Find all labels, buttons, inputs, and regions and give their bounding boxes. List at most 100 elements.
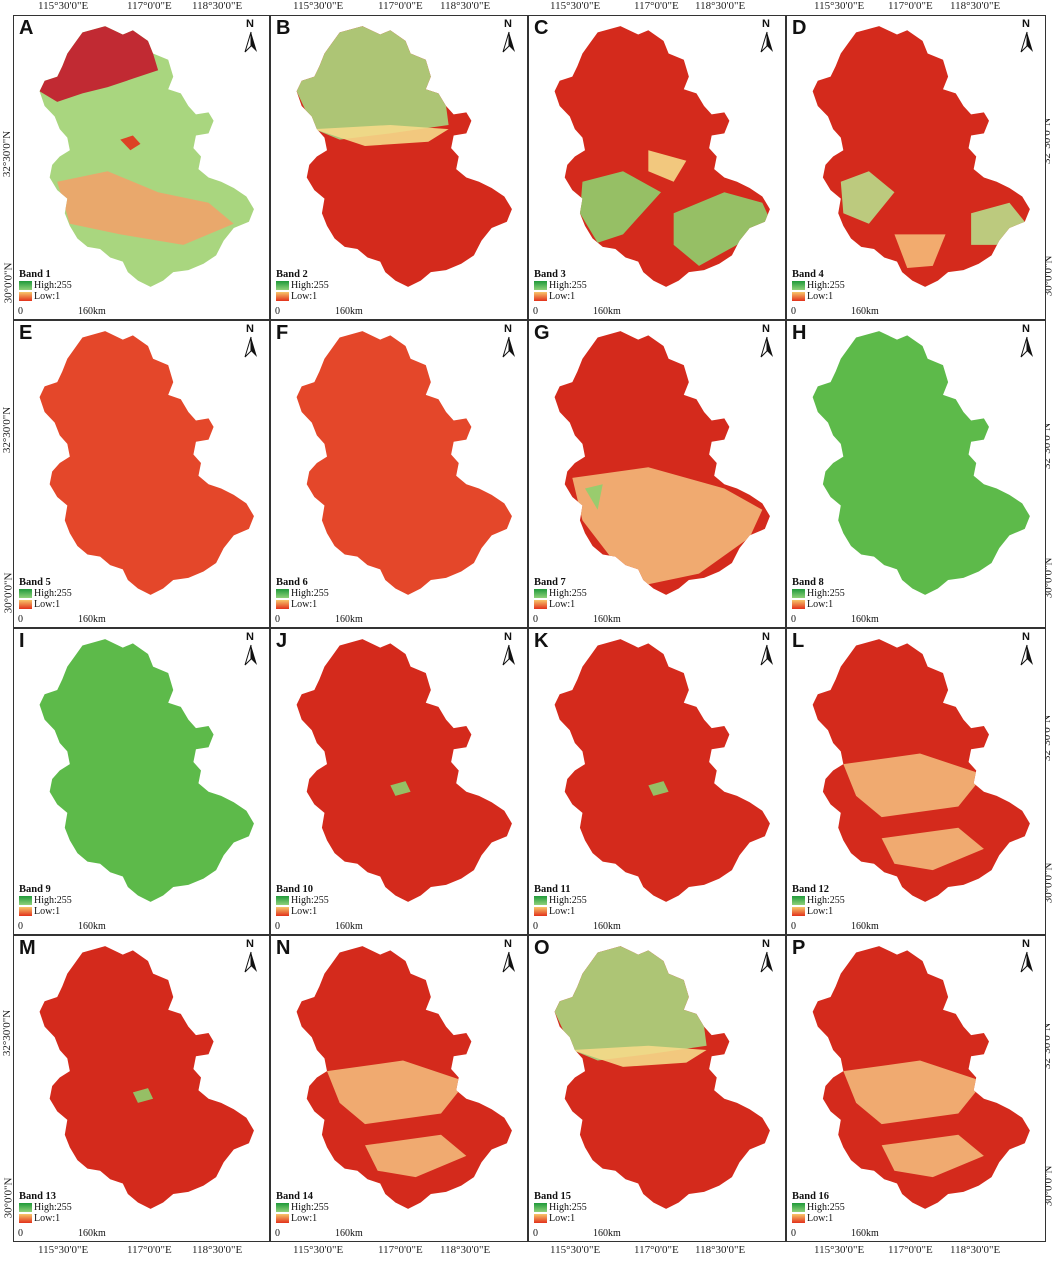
value-zone <box>648 150 687 182</box>
map-panel-f: F N Band 6 High:255 Low:1 0 160km <box>270 320 528 628</box>
high-swatch <box>534 896 547 905</box>
province-map <box>812 331 1030 595</box>
low-swatch <box>276 1214 289 1223</box>
province-map <box>296 946 512 1209</box>
north-arrow-icon: N <box>1019 938 1039 974</box>
panel-letter: H <box>792 322 807 344</box>
legend: Band 2 High:255 Low:1 <box>276 269 329 302</box>
value-zone <box>971 202 1025 245</box>
province-map <box>554 26 770 287</box>
high-label: High:255 <box>549 588 587 599</box>
north-label: N <box>246 323 254 335</box>
low-label: Low:1 <box>549 1213 576 1224</box>
map-panel-i: I N Band 9 High:255 Low:1 0 160km <box>13 628 270 935</box>
scale-distance: 160km <box>335 614 363 625</box>
scale-zero: 0 <box>275 921 280 932</box>
scale-zero: 0 <box>791 614 796 625</box>
high-label: High:255 <box>549 1202 587 1213</box>
map-panel-b: B N Band 2 High:255 Low:1 0 160km <box>270 15 528 320</box>
high-label: High:255 <box>291 280 329 291</box>
north-label: N <box>504 938 512 950</box>
province-map <box>39 639 254 902</box>
scale-bar: 0 160km <box>791 303 941 317</box>
legend: Band 12 High:255 Low:1 <box>792 884 845 917</box>
high-swatch <box>792 281 805 290</box>
high-label: High:255 <box>291 1202 329 1213</box>
high-label: High:255 <box>34 1202 72 1213</box>
scale-distance: 160km <box>593 921 621 932</box>
north-arrow-icon: N <box>243 18 263 54</box>
value-zone <box>327 1060 467 1125</box>
province-map <box>812 946 1030 1209</box>
band-label: Band 6 <box>276 577 308 588</box>
high-label: High:255 <box>549 280 587 291</box>
map-panel-m: M N Band 13 High:255 Low:1 0 160km <box>13 935 270 1242</box>
low-swatch <box>792 600 805 609</box>
top-lon-label-2: 117°0'0"E <box>127 0 172 12</box>
band-label: Band 4 <box>792 269 824 280</box>
north-label: N <box>762 938 770 950</box>
province-map <box>296 639 512 902</box>
scale-distance: 160km <box>851 1228 879 1239</box>
high-label: High:255 <box>34 895 72 906</box>
band-label: Band 5 <box>19 577 51 588</box>
bottom-lon-label-5: 117°0'0"E <box>378 1244 423 1256</box>
scale-distance: 160km <box>335 306 363 317</box>
high-swatch <box>534 1203 547 1212</box>
legend: Band 16 High:255 Low:1 <box>792 1191 845 1224</box>
panel-letter: B <box>276 17 291 39</box>
scale-distance: 160km <box>851 306 879 317</box>
high-swatch <box>792 589 805 598</box>
scale-zero: 0 <box>18 1228 23 1239</box>
low-swatch <box>534 600 547 609</box>
north-label: N <box>762 18 770 30</box>
panel-letter: O <box>534 937 550 959</box>
panel-letter: A <box>19 17 34 39</box>
scale-zero: 0 <box>18 306 23 317</box>
map-panel-l: L N Band 12 High:255 Low:1 0 160km <box>786 628 1046 935</box>
north-label: N <box>1022 323 1030 335</box>
low-label: Low:1 <box>34 1213 61 1224</box>
value-zone <box>120 135 141 151</box>
low-swatch <box>276 600 289 609</box>
scale-bar: 0 160km <box>533 1225 683 1239</box>
scale-bar: 0 160km <box>533 303 683 317</box>
legend: Band 14 High:255 Low:1 <box>276 1191 329 1224</box>
scale-bar: 0 160km <box>791 918 941 932</box>
high-swatch <box>792 1203 805 1212</box>
map-panel-c: C N Band 3 High:255 Low:1 0 160km <box>528 15 786 320</box>
low-label: Low:1 <box>807 1213 834 1224</box>
low-label: Low:1 <box>549 291 576 302</box>
value-zone <box>840 171 895 224</box>
bottom-lon-label-8: 117°0'0"E <box>634 1244 679 1256</box>
scale-bar: 0 160km <box>18 1225 168 1239</box>
north-arrow-icon: N <box>501 323 521 359</box>
province-region <box>812 331 1030 595</box>
value-zone <box>572 1045 707 1067</box>
high-label: High:255 <box>807 1202 845 1213</box>
scale-zero: 0 <box>18 921 23 932</box>
province-map <box>39 331 254 595</box>
low-swatch <box>534 292 547 301</box>
scale-distance: 160km <box>78 306 106 317</box>
map-panel-j: J N Band 10 High:255 Low:1 0 160km <box>270 628 528 935</box>
low-swatch <box>276 907 289 916</box>
value-zone <box>585 484 603 510</box>
low-label: Low:1 <box>291 906 318 917</box>
panel-letter: D <box>792 17 807 39</box>
value-zone <box>894 234 946 268</box>
high-label: High:255 <box>807 895 845 906</box>
province-map <box>296 331 512 595</box>
legend: Band 3 High:255 Low:1 <box>534 269 587 302</box>
bottom-lon-label-4: 115°30'0"E <box>293 1244 344 1256</box>
province-map <box>39 26 254 287</box>
panel-letter: M <box>19 937 36 959</box>
high-swatch <box>276 589 289 598</box>
low-label: Low:1 <box>34 906 61 917</box>
high-swatch <box>19 896 32 905</box>
scale-bar: 0 160km <box>275 1225 425 1239</box>
legend: Band 8 High:255 Low:1 <box>792 577 845 610</box>
map-panel-p: P N Band 16 High:255 Low:1 0 160km <box>786 935 1046 1242</box>
top-lon-label-5: 117°0'0"E <box>378 0 423 12</box>
scale-bar: 0 160km <box>18 918 168 932</box>
